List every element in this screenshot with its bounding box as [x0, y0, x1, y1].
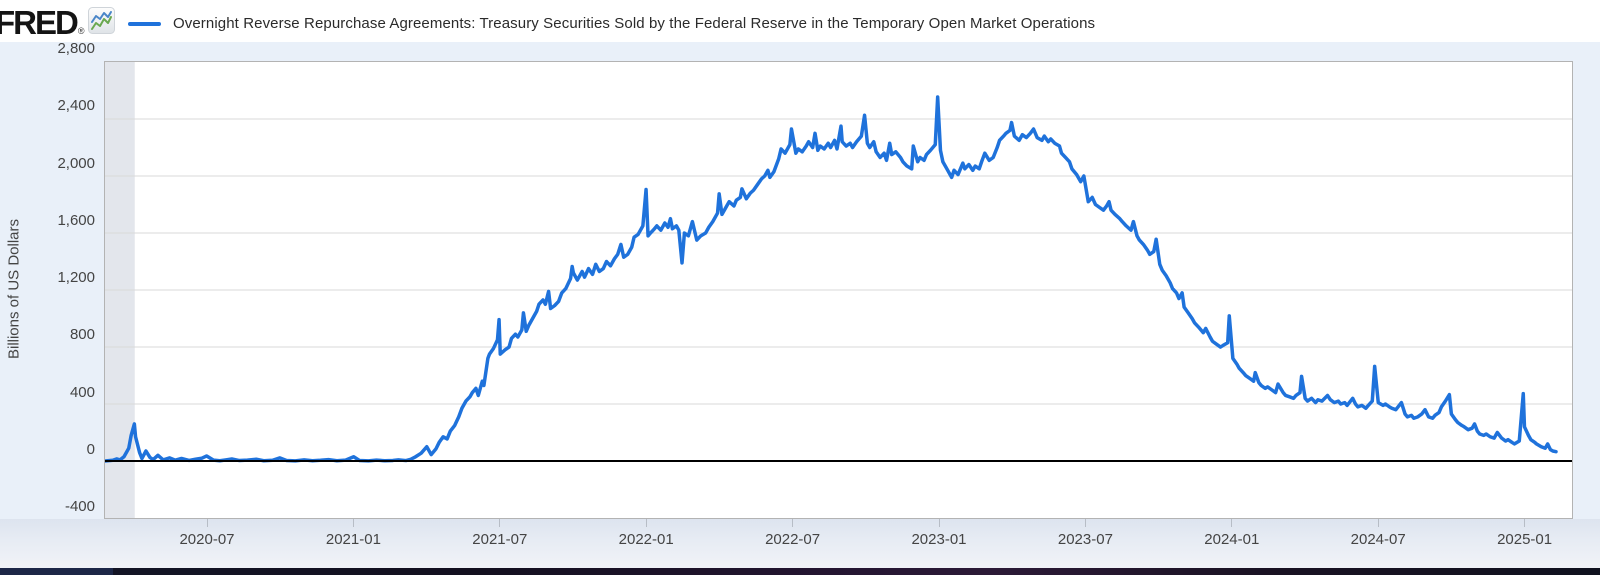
y-tick-label: 2,000 — [57, 154, 95, 172]
y-tick-label: 1,600 — [57, 211, 95, 229]
y-tick-label: 1,200 — [57, 269, 95, 286]
bottom-toolbar-edge — [0, 568, 1600, 575]
legend-line-swatch — [128, 21, 161, 26]
series-line-chart — [105, 62, 1572, 518]
x-tick-label: 2024-01 — [1204, 531, 1260, 548]
series-line — [105, 95, 1558, 463]
x-tick-label: 2022-01 — [618, 531, 674, 548]
x-tick-label: 2021-01 — [325, 531, 381, 548]
bottom-toolbar-left-segment — [0, 568, 113, 575]
fred-logo[interactable]: FRED ® — [0, 4, 116, 41]
y-tick-label: 400 — [69, 383, 95, 401]
x-tick-mark — [1231, 519, 1233, 527]
x-tick-mark — [792, 519, 794, 527]
line-chart-icon — [88, 7, 116, 39]
x-tick-label: 2024-07 — [1350, 531, 1406, 548]
x-tick-mark — [1084, 519, 1086, 527]
y-tick-label: 2,800 — [57, 40, 95, 57]
fred-logo-text: FRED — [0, 4, 79, 41]
x-tick-label: 2022-07 — [765, 531, 821, 548]
x-tick-mark — [499, 519, 501, 527]
x-tick-label: 2025-01 — [1497, 531, 1553, 548]
x-tick-mark — [206, 519, 208, 527]
registered-trademark: ® — [77, 26, 85, 36]
graph-header: FRED ® Overnight Reverse Repurchase Agre… — [0, 0, 1600, 42]
x-tick-label: 2020-07 — [179, 531, 235, 548]
x-tick-mark — [645, 519, 647, 527]
y-tick-label: 0 — [86, 440, 95, 458]
x-axis: 2020-07 2021-01 2021-07 2022-01 2022-07 2023-… — [0, 519, 1600, 568]
x-tick-mark — [1524, 519, 1526, 527]
x-tick-mark — [1377, 519, 1379, 527]
plot-area[interactable] — [104, 61, 1573, 519]
x-tick-label: 2021-07 — [472, 531, 528, 548]
legend-series-label: Overnight Reverse Repurchase Agreements:… — [173, 15, 1096, 32]
x-tick-mark — [352, 519, 354, 527]
y-tick-label: -400 — [64, 498, 95, 515]
x-tick-mark — [938, 519, 940, 527]
legend: Overnight Reverse Repurchase Agreements:… — [128, 15, 1095, 32]
x-tick-label: 2023-01 — [911, 531, 967, 548]
y-tick-label: 2,400 — [57, 97, 95, 115]
x-tick-label: 2023-07 — [1057, 531, 1113, 548]
y-tick-label: 800 — [69, 326, 95, 344]
